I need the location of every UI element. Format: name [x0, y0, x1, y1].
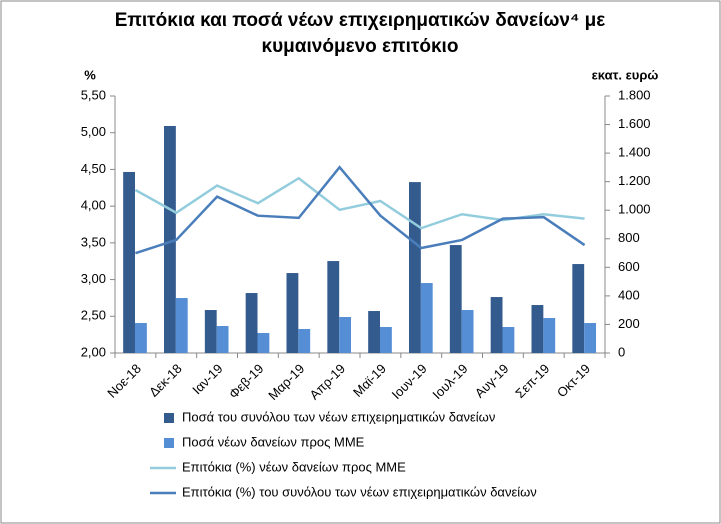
x-tick-label: Ιαν-19: [189, 361, 225, 397]
y-tick-label: 4,00: [81, 198, 106, 213]
bar: [164, 125, 176, 353]
y-axis-label: %: [84, 67, 96, 82]
bar: [490, 297, 503, 353]
bar: [327, 261, 340, 353]
bar: [461, 310, 474, 353]
y2-tick-label: 1.000: [618, 202, 651, 217]
x-tick-label: Απρ-19: [307, 361, 349, 403]
legend-swatch: [164, 413, 174, 423]
bar: [572, 264, 585, 353]
bar: [298, 329, 311, 353]
x-tick-label: Φεβ-19: [226, 361, 267, 402]
bar: [409, 182, 421, 353]
y-tick-label: 2,50: [81, 308, 106, 323]
legend-label: Επιτόκια (%) νέων δανείων προς ΜΜΕ: [182, 459, 406, 474]
bar: [368, 311, 381, 353]
bar: [135, 323, 147, 353]
legend-label: Ποσά του συνόλου των νέων επιχειρηματικώ…: [182, 409, 495, 424]
y-tick-label: 4,50: [81, 161, 106, 176]
y-tick-label: 2,00: [81, 344, 106, 359]
y-tick-label: 3,00: [81, 271, 106, 286]
legend-swatch: [164, 438, 174, 448]
y2-tick-label: 1.400: [618, 145, 651, 160]
bar: [531, 305, 544, 353]
bar: [339, 317, 352, 353]
bar: [286, 273, 299, 353]
bar: [502, 327, 515, 353]
y2-tick-label: 400: [618, 287, 640, 302]
bar: [257, 333, 270, 353]
bar: [584, 323, 597, 353]
x-tick-label: Οκτ-19: [554, 361, 593, 400]
y-tick-label: 5,50: [81, 87, 106, 102]
legend-label: Ποσά νέων δανείων προς ΜΜΕ: [182, 434, 365, 449]
bar: [216, 326, 229, 353]
x-tick-label: Νοε-18: [104, 361, 144, 401]
y-tick-label: 5,00: [81, 124, 106, 139]
x-tick-label: Μαϊ-19: [350, 361, 389, 400]
y2-axis-label: εκατ. ευρώ: [592, 67, 659, 82]
bar: [543, 318, 556, 353]
bar: [449, 245, 462, 353]
y-tick-label: 3,50: [81, 234, 106, 249]
bar: [245, 293, 258, 353]
x-tick-label: Ιουν-19: [389, 361, 430, 402]
legend-label: Επιτόκια (%) του συνόλου των νέων επιχει…: [182, 484, 537, 499]
x-tick-label: Μαρ-19: [265, 361, 307, 403]
bar: [380, 327, 392, 353]
line-series: [135, 165, 586, 255]
y2-tick-label: 1.200: [618, 173, 651, 188]
y2-tick-label: 1.800: [618, 87, 651, 102]
bar: [204, 310, 217, 353]
line-series: [134, 176, 585, 230]
x-tick-label: Αυγ-19: [472, 361, 512, 401]
y2-tick-label: 200: [618, 316, 640, 331]
x-tick-label: Σεπ-19: [512, 361, 552, 401]
bar: [123, 171, 136, 353]
y2-tick-label: 0: [618, 344, 625, 359]
x-tick-label: Ιουλ-19: [429, 361, 470, 402]
bar: [175, 298, 188, 353]
y2-tick-label: 800: [618, 230, 640, 245]
y2-tick-label: 1.600: [618, 116, 651, 131]
bar: [420, 283, 433, 353]
chart-title: Επιτόκια και ποσά νέων επιχειρηματικών δ…: [114, 10, 606, 57]
y2-tick-label: 600: [618, 259, 640, 274]
x-tick-label: Δεκ-18: [146, 361, 185, 400]
